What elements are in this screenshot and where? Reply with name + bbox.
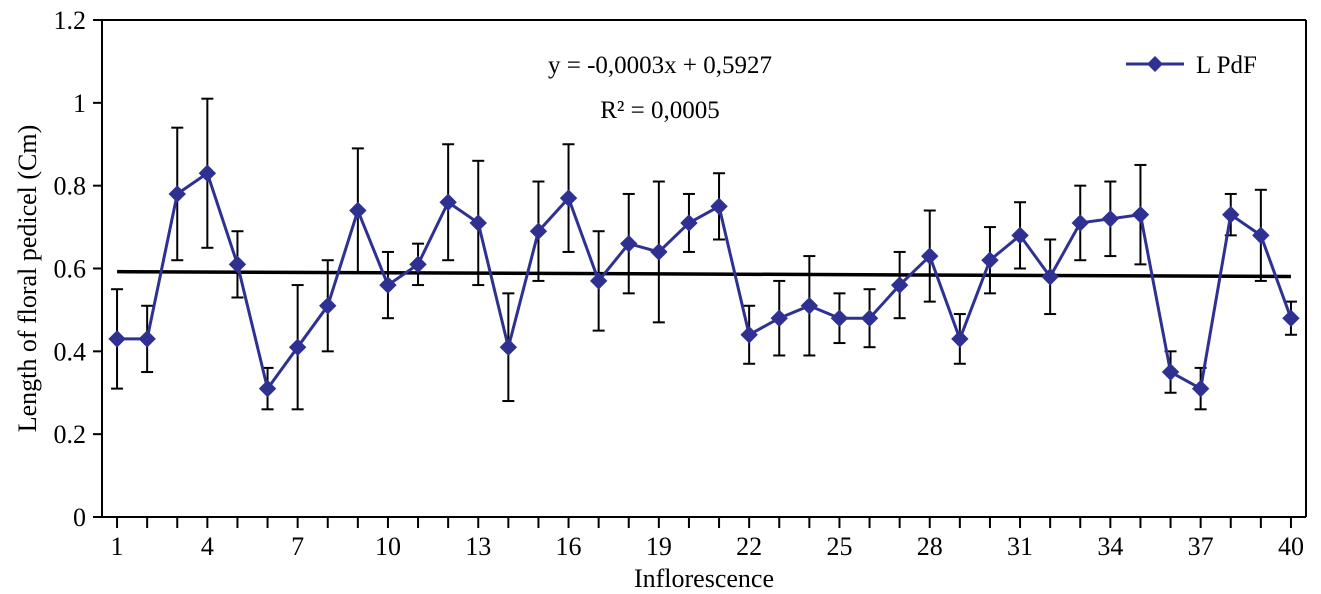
x-tick-label: 40 — [1278, 532, 1304, 561]
data-point-diamond — [951, 330, 969, 348]
data-point-diamond — [800, 297, 819, 315]
series-layer — [108, 97, 1300, 411]
data-point-diamond — [409, 255, 427, 274]
series-markers — [108, 164, 1300, 398]
data-point-diamond — [1101, 210, 1120, 228]
data-point-diamond — [529, 222, 548, 240]
data-point-diamond — [1071, 214, 1089, 232]
x-tick-label: 28 — [917, 532, 943, 561]
data-point-diamond — [740, 326, 758, 344]
data-point-diamond — [138, 330, 156, 348]
data-point-diamond — [288, 338, 307, 356]
data-point-diamond — [1282, 309, 1300, 327]
legend: L PdF — [1126, 52, 1257, 79]
data-point-diamond — [1191, 379, 1210, 398]
x-axis-title: Inflorescence — [634, 564, 774, 593]
data-point-diamond — [168, 185, 186, 203]
data-point-diamond — [710, 197, 728, 216]
data-point-diamond — [559, 189, 578, 207]
data-point-diamond — [1252, 226, 1270, 245]
plot-area: 0 0.2 0.4 0.6 0.8 1 1.2 1 4 7 10 13 16 19 22 25 28 31 34 3… — [54, 6, 1307, 561]
data-point-diamond — [349, 201, 367, 220]
x-tick-label: 34 — [1097, 532, 1123, 561]
data-point-diamond — [258, 379, 277, 398]
data-point-diamond — [830, 309, 849, 327]
x-tick-label: 19 — [646, 532, 672, 561]
x-tick-label: 13 — [465, 532, 491, 561]
data-point-diamond — [650, 243, 668, 261]
trendline-equation: y = -0,0003x + 0,5927 — [548, 52, 772, 79]
y-tick-label: 0.2 — [54, 420, 87, 449]
y-tick-label: 1 — [73, 89, 86, 118]
y-axis-title: Length of floral pedicel (Cm) — [13, 125, 42, 433]
x-axis-ticks: 1 4 7 10 13 16 19 22 25 28 31 34 37 40 — [111, 517, 1304, 561]
x-tick-label: 1 — [111, 532, 124, 561]
x-tick-label: 31 — [1007, 532, 1033, 561]
trendline-layer — [117, 269, 1291, 279]
data-point-diamond — [770, 309, 788, 327]
y-tick-label: 0.4 — [54, 337, 87, 366]
data-point-diamond — [1041, 268, 1059, 286]
legend-diamond-marker — [1147, 56, 1163, 72]
data-point-diamond — [1161, 363, 1180, 381]
y-tick-label: 0 — [73, 503, 86, 532]
x-tick-label: 37 — [1188, 532, 1214, 561]
data-point-diamond — [860, 309, 879, 327]
data-point-diamond — [680, 214, 698, 232]
x-tick-label: 4 — [201, 532, 214, 561]
data-point-diamond — [379, 276, 397, 294]
y-tick-label: 0.8 — [54, 172, 87, 201]
data-point-diamond — [439, 193, 457, 211]
data-point-diamond — [228, 255, 247, 274]
x-tick-label: 16 — [556, 532, 582, 561]
linear-trendline — [117, 269, 1291, 279]
data-point-diamond — [981, 251, 999, 269]
series-line-l-pdf — [117, 170, 1293, 393]
data-point-diamond — [1011, 226, 1029, 245]
data-point-diamond — [890, 276, 909, 294]
x-tick-label: 25 — [826, 532, 852, 561]
error-bars — [111, 97, 1297, 411]
data-point-diamond — [108, 330, 126, 348]
data-point-diamond — [198, 164, 217, 182]
x-tick-label: 10 — [375, 532, 401, 561]
trendline-r-squared: R² = 0,0005 — [600, 97, 720, 124]
x-tick-label: 22 — [736, 532, 762, 561]
y-tick-label: 1.2 — [54, 6, 87, 35]
data-point-diamond — [620, 234, 638, 253]
data-point-diamond — [469, 214, 487, 232]
y-tick-label: 0.6 — [54, 255, 87, 284]
data-point-diamond — [319, 297, 337, 315]
data-point-diamond — [589, 272, 608, 290]
legend-label: L PdF — [1196, 52, 1257, 79]
data-point-diamond — [1131, 205, 1150, 224]
data-point-diamond — [1222, 205, 1240, 224]
data-point-diamond — [921, 247, 939, 265]
y-axis-ticks: 0 0.2 0.4 0.6 0.8 1 1.2 — [54, 6, 102, 532]
data-point-diamond — [499, 338, 518, 356]
x-tick-label: 7 — [291, 532, 304, 561]
